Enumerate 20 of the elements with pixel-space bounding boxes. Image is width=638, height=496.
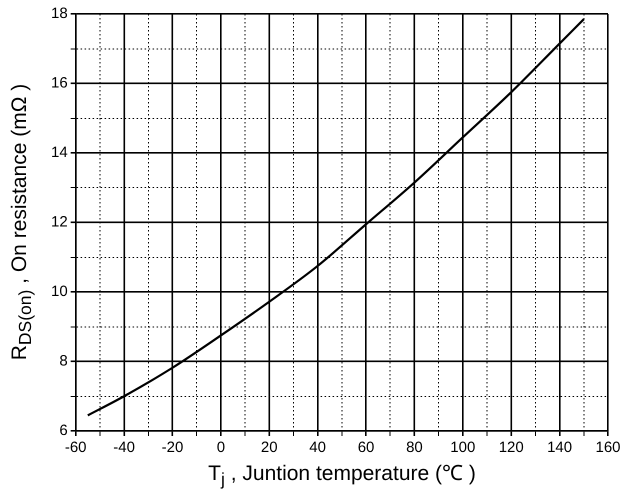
y-tick-label: 8 [59,352,68,370]
x-axis-title: T$_{j}$ , Juntion temperature (℃ ) [207,461,477,490]
y-tick-label: 6 [59,422,68,440]
x-tick-label: 160 [595,439,621,456]
x-tick-label: 80 [406,439,423,456]
y-tick-label: 10 [50,283,68,300]
x-tick-label: 0 [216,439,226,456]
x-tick-label: -40 [113,439,135,456]
y-tick-label: 12 [50,214,68,231]
x-tick-label: 40 [309,439,326,456]
x-tick-label: -60 [64,439,87,456]
x-tick-label: 60 [358,439,374,456]
y-tick-label: 14 [50,144,68,162]
x-tick-label: 20 [260,439,278,456]
y-tick-label: 16 [50,74,68,92]
x-tick-label: -20 [162,439,184,456]
x-tick-label: 140 [547,439,572,456]
x-tick-label: 120 [498,439,524,456]
y-tick-label: 18 [50,5,68,22]
x-tick-label: 100 [450,439,476,456]
